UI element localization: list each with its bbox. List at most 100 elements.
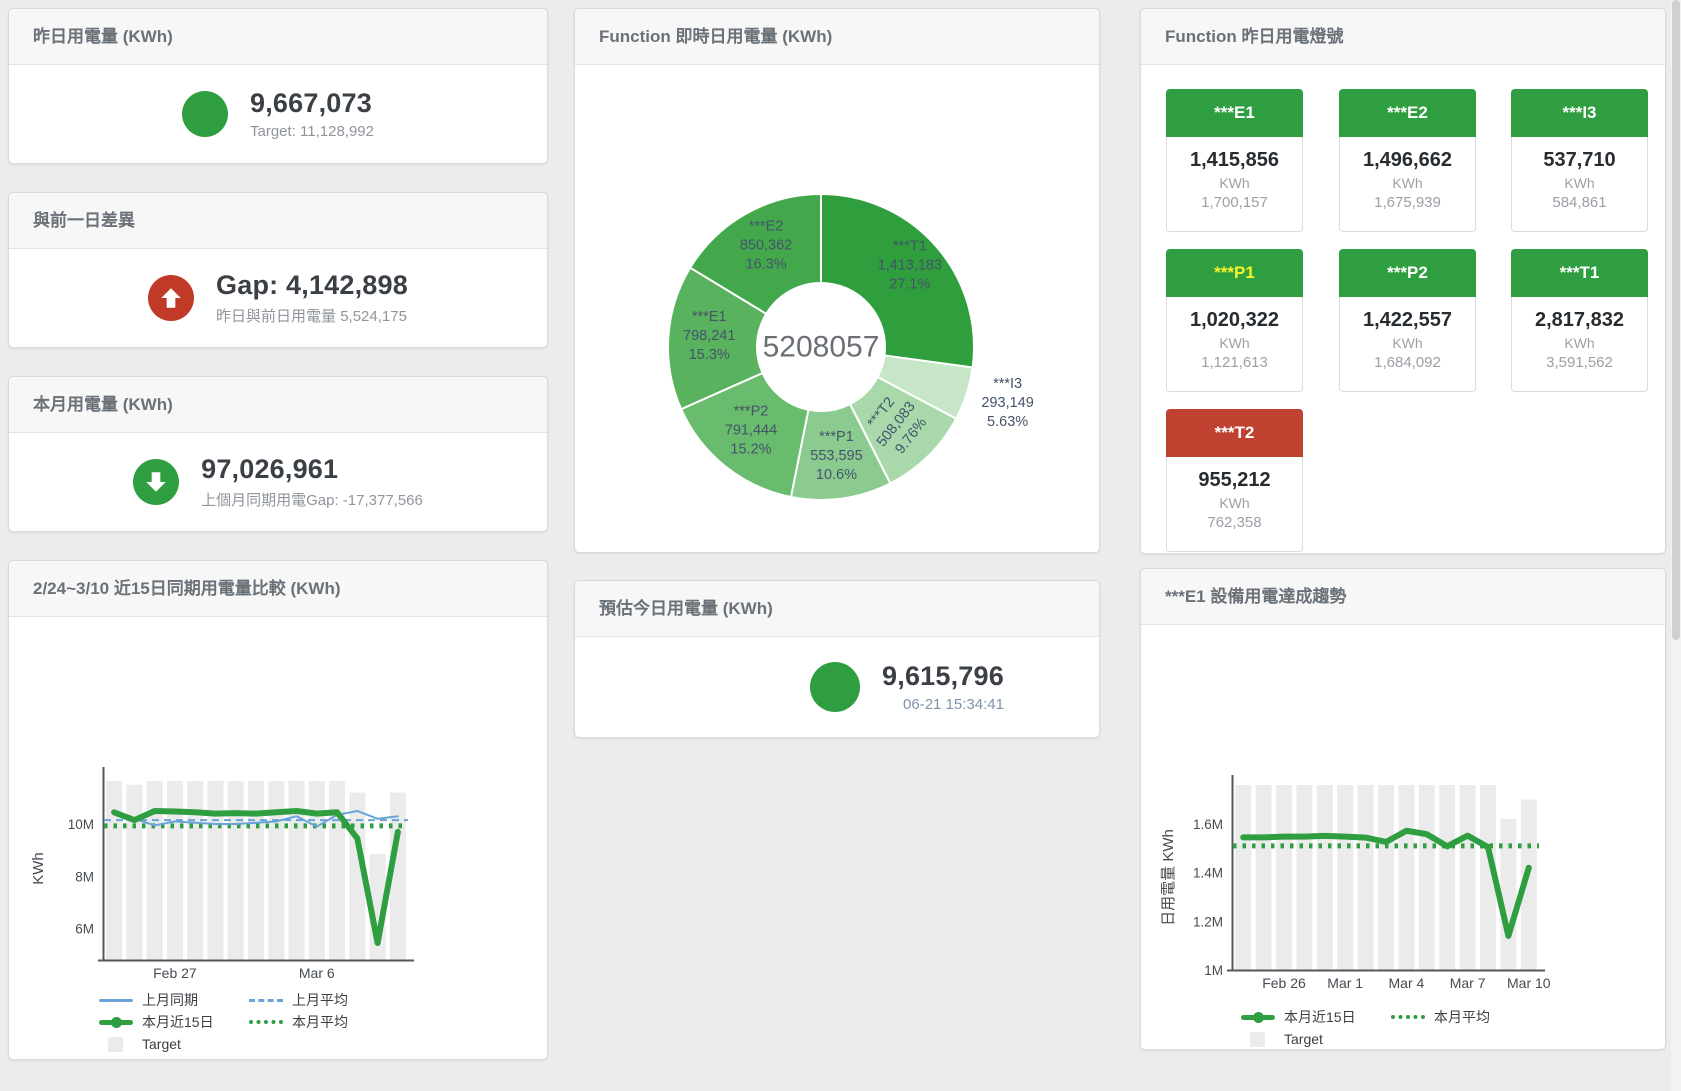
stat-subtext: 昨日與前日用電量 5,524,175: [216, 308, 407, 325]
svg-text:5208057: 5208057: [763, 331, 880, 364]
legend-label: 本月平均: [1434, 1009, 1490, 1025]
svg-text:Feb 26: Feb 26: [1262, 975, 1306, 991]
svg-text:Mar 10: Mar 10: [1507, 975, 1551, 991]
legend-item-target[interactable]: Target: [99, 1036, 249, 1052]
card-title: 昨日用電量 (KWh): [9, 9, 547, 65]
card-title: Function 昨日用電燈號: [1141, 9, 1665, 65]
light-tile: ***I3 537,710 KWh 584,861: [1511, 89, 1648, 232]
light-tile: ***P1 1,020,322 KWh 1,121,613: [1166, 249, 1303, 392]
card-title: 預估今日用電量 (KWh): [575, 581, 1099, 637]
light-tile-target: 762,358: [1207, 514, 1262, 531]
light-tile-value: 1,415,856: [1190, 149, 1279, 171]
svg-text:1.4M: 1.4M: [1193, 866, 1223, 881]
card-yesterday-usage: 昨日用電量 (KWh) 9,667,073 Target: 11,128,992: [8, 8, 548, 164]
light-tile-target: 1,121,613: [1201, 354, 1268, 371]
legend-item-target[interactable]: Target: [1241, 1031, 1391, 1047]
light-tile-value: 2,817,832: [1535, 309, 1624, 331]
stat-value: 9,615,796: [882, 661, 1004, 691]
light-tile-unit: KWh: [1564, 175, 1595, 191]
thick-line-icon: [1241, 1011, 1275, 1023]
light-tile-value: 537,710: [1543, 149, 1616, 171]
svg-text:Mar 4: Mar 4: [1389, 975, 1425, 991]
light-tile-header: ***I3: [1511, 89, 1648, 137]
legend-label: 本月平均: [292, 1014, 348, 1030]
legend-item-thismonth[interactable]: 本月近15日: [99, 1012, 249, 1032]
target-box-icon: [1250, 1031, 1265, 1047]
svg-text:6M: 6M: [75, 922, 94, 937]
svg-text:10M: 10M: [68, 817, 94, 832]
card-title: 2/24~3/10 近15日同期用電量比較 (KWh): [9, 561, 547, 617]
light-tile-value: 955,212: [1198, 469, 1271, 491]
dashed-line-icon: [249, 998, 283, 1002]
legend-label: 本月近15日: [1284, 1009, 1356, 1025]
stat-subtext: 上個月同期用電Gap: -17,377,566: [201, 492, 423, 509]
svg-text:Mar 1: Mar 1: [1327, 975, 1363, 991]
card-e1-trend-chart: ***E1 設備用電達成趨勢 1M 1.2M 1.4M 1.6M 日用電量 KWh Feb…: [1140, 568, 1666, 1050]
compare-chart[interactable]: 6M 8M 10M KWh Feb 27 Mar 6: [9, 617, 549, 1061]
donut-chart[interactable]: ***T1 1,413,183 27.1%***I3 293,149 5.63%***T…: [575, 65, 1101, 553]
compare-chart-legend: 上月同期 上月平均 本月近15日 本月平均: [99, 989, 399, 1055]
svg-text:1.6M: 1.6M: [1193, 817, 1223, 832]
light-tile: ***E1 1,415,856 KWh 1,700,157: [1166, 89, 1303, 232]
light-tile-header: ***P1: [1166, 249, 1303, 297]
light-tile-target: 1,684,092: [1374, 354, 1441, 371]
light-tile-target: 3,591,562: [1546, 354, 1613, 371]
light-tile: ***E2 1,496,662 KWh 1,675,939: [1339, 89, 1476, 232]
light-tile-header: ***E1: [1166, 89, 1303, 137]
trend-chart[interactable]: 1M 1.2M 1.4M 1.6M 日用電量 KWh Feb 26 Mar 1 Mar 4 Ma…: [1141, 625, 1667, 1051]
legend-item-thismonth[interactable]: 本月近15日: [1241, 1007, 1391, 1027]
light-tile-target: 1,700,157: [1201, 194, 1268, 211]
light-tile-target: 1,675,939: [1374, 194, 1441, 211]
down-arrow-icon: [133, 459, 180, 505]
light-tile-header: ***T1: [1511, 249, 1648, 297]
light-tile: ***T1 2,817,832 KWh 3,591,562: [1511, 249, 1648, 392]
line-icon: [99, 998, 133, 1002]
light-tile-unit: KWh: [1392, 335, 1423, 351]
card-forecast-today: 預估今日用電量 (KWh) 9,615,796 06-21 15:34:41: [574, 580, 1100, 738]
svg-text:Mar 7: Mar 7: [1450, 975, 1486, 991]
legend-label: 上月平均: [292, 992, 348, 1008]
card-month-usage: 本月用電量 (KWh) 97,026,961 上個月同期用電Gap: -17,3…: [8, 376, 548, 532]
card-title: ***E1 設備用電達成趨勢: [1141, 569, 1665, 625]
light-tile-unit: KWh: [1219, 175, 1250, 191]
target-box-icon: [108, 1036, 123, 1052]
light-tile-target: 584,861: [1552, 194, 1607, 211]
scrollbar-track[interactable]: [1671, 0, 1681, 1091]
legend-label: 上月同期: [142, 992, 198, 1008]
stat-subtext: Target: 11,128,992: [250, 123, 374, 140]
dotted-line-icon: [1391, 1015, 1425, 1019]
light-tile-value: 1,020,322: [1190, 309, 1279, 331]
legend-item-lastmonth-avg[interactable]: 上月平均: [249, 990, 399, 1010]
scrollbar-thumb[interactable]: [1672, 0, 1680, 640]
light-tile-value: 1,422,557: [1363, 309, 1452, 331]
card-title: 與前一日差異: [9, 193, 547, 249]
light-tile-header: ***E2: [1339, 89, 1476, 137]
legend-item-thismonth-avg[interactable]: 本月平均: [1391, 1007, 1541, 1027]
card-day-gap: 與前一日差異 Gap: 4,142,898 昨日與前日用電量 5,524,175: [8, 192, 548, 348]
legend-label: Target: [1284, 1031, 1323, 1047]
legend-label: 本月近15日: [142, 1014, 214, 1030]
light-tile-unit: KWh: [1219, 495, 1250, 511]
legend-item-thismonth-avg[interactable]: 本月平均: [249, 1012, 399, 1032]
up-arrow-icon: [148, 275, 195, 321]
thick-line-icon: [99, 1016, 133, 1028]
svg-text:Mar 6: Mar 6: [299, 965, 335, 981]
svg-text:Feb 27: Feb 27: [153, 965, 197, 981]
svg-text:1M: 1M: [1204, 963, 1223, 978]
card-15day-compare-chart: 2/24~3/10 近15日同期用電量比較 (KWh) 6M 8M 10M KWh Fe…: [8, 560, 548, 1060]
stat-value: Gap: 4,142,898: [216, 270, 408, 300]
light-tile-header: ***T2: [1166, 409, 1303, 457]
card-yesterday-lights: Function 昨日用電燈號 ***E1 1,415,856 KWh 1,70…: [1140, 8, 1666, 554]
light-tile-value: 1,496,662: [1363, 149, 1452, 171]
legend-item-lastmonth[interactable]: 上月同期: [99, 990, 249, 1010]
light-tile: ***P2 1,422,557 KWh 1,684,092: [1339, 249, 1476, 392]
dotted-line-icon: [249, 1020, 283, 1024]
stat-value: 97,026,961: [201, 454, 339, 484]
stat-timestamp: 06-21 15:34:41: [903, 696, 1004, 713]
